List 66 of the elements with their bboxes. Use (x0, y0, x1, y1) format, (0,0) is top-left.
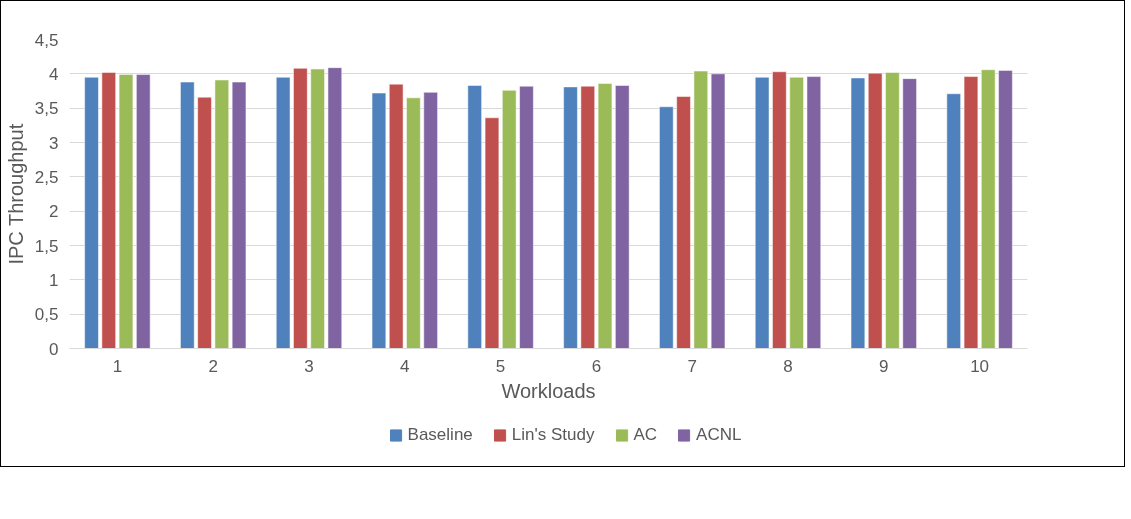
bar (693, 70, 708, 349)
bar (136, 74, 151, 349)
bar (981, 69, 996, 349)
bar (519, 85, 534, 349)
bar (868, 72, 883, 349)
bar (659, 106, 674, 349)
x-tick-label: 10 (970, 356, 990, 376)
bar (885, 72, 900, 349)
bar (231, 81, 247, 349)
y-axis-title: IPC Throughput (4, 123, 27, 265)
bar (789, 77, 804, 349)
x-tick-label: 9 (879, 356, 889, 376)
bar (580, 85, 595, 349)
y-tick-label: 2 (49, 202, 59, 222)
x-tick-label: 8 (783, 356, 793, 376)
x-tick-label: 4 (400, 356, 410, 376)
bar (371, 92, 387, 349)
bar (467, 85, 482, 349)
bar (180, 81, 195, 349)
bar (484, 117, 500, 349)
bar (423, 92, 438, 349)
bar (563, 86, 578, 349)
bar (676, 96, 691, 349)
bar (406, 97, 421, 349)
bar (902, 78, 917, 349)
y-tick-label: 1 (49, 270, 59, 290)
y-tick-label: 4,5 (34, 30, 59, 50)
x-tick-label: 6 (591, 356, 602, 376)
bar (214, 79, 229, 349)
legend-label: AC (633, 425, 658, 445)
bar (772, 71, 787, 349)
bar (502, 90, 517, 349)
y-tick-label: 3,5 (34, 99, 59, 119)
x-tick-label: 1 (112, 356, 123, 376)
bar (101, 72, 116, 349)
y-tick-label: 1,5 (34, 236, 59, 256)
y-tick-label: 4 (49, 64, 59, 84)
x-tick-label: 5 (495, 356, 506, 376)
bar (754, 77, 770, 349)
bar (998, 70, 1013, 349)
y-tick-label: 2,5 (34, 167, 59, 187)
bar (710, 73, 726, 349)
bar (806, 76, 822, 349)
bar (118, 74, 134, 349)
bar (197, 96, 212, 349)
legend-label: ACNL (696, 425, 742, 445)
bar (850, 77, 866, 349)
bar (327, 67, 343, 349)
x-tick-label: 2 (208, 356, 218, 376)
x-tick-label: 3 (304, 356, 314, 376)
bar (84, 77, 99, 349)
bar (597, 83, 613, 349)
bar (946, 93, 961, 349)
y-tick-label: 3 (49, 133, 59, 153)
bar (963, 76, 979, 349)
bar (310, 68, 325, 349)
bar (615, 85, 630, 349)
legend-label: Lin's Study (511, 425, 595, 445)
x-tick-label: 7 (687, 356, 697, 376)
y-tick-label: 0 (49, 339, 59, 359)
bar (389, 83, 404, 349)
bar (293, 68, 308, 349)
y-tick-label: 0,5 (34, 305, 59, 325)
x-axis-title: Workloads (501, 379, 596, 402)
bar (275, 77, 291, 349)
legend-label: Baseline (407, 425, 473, 445)
